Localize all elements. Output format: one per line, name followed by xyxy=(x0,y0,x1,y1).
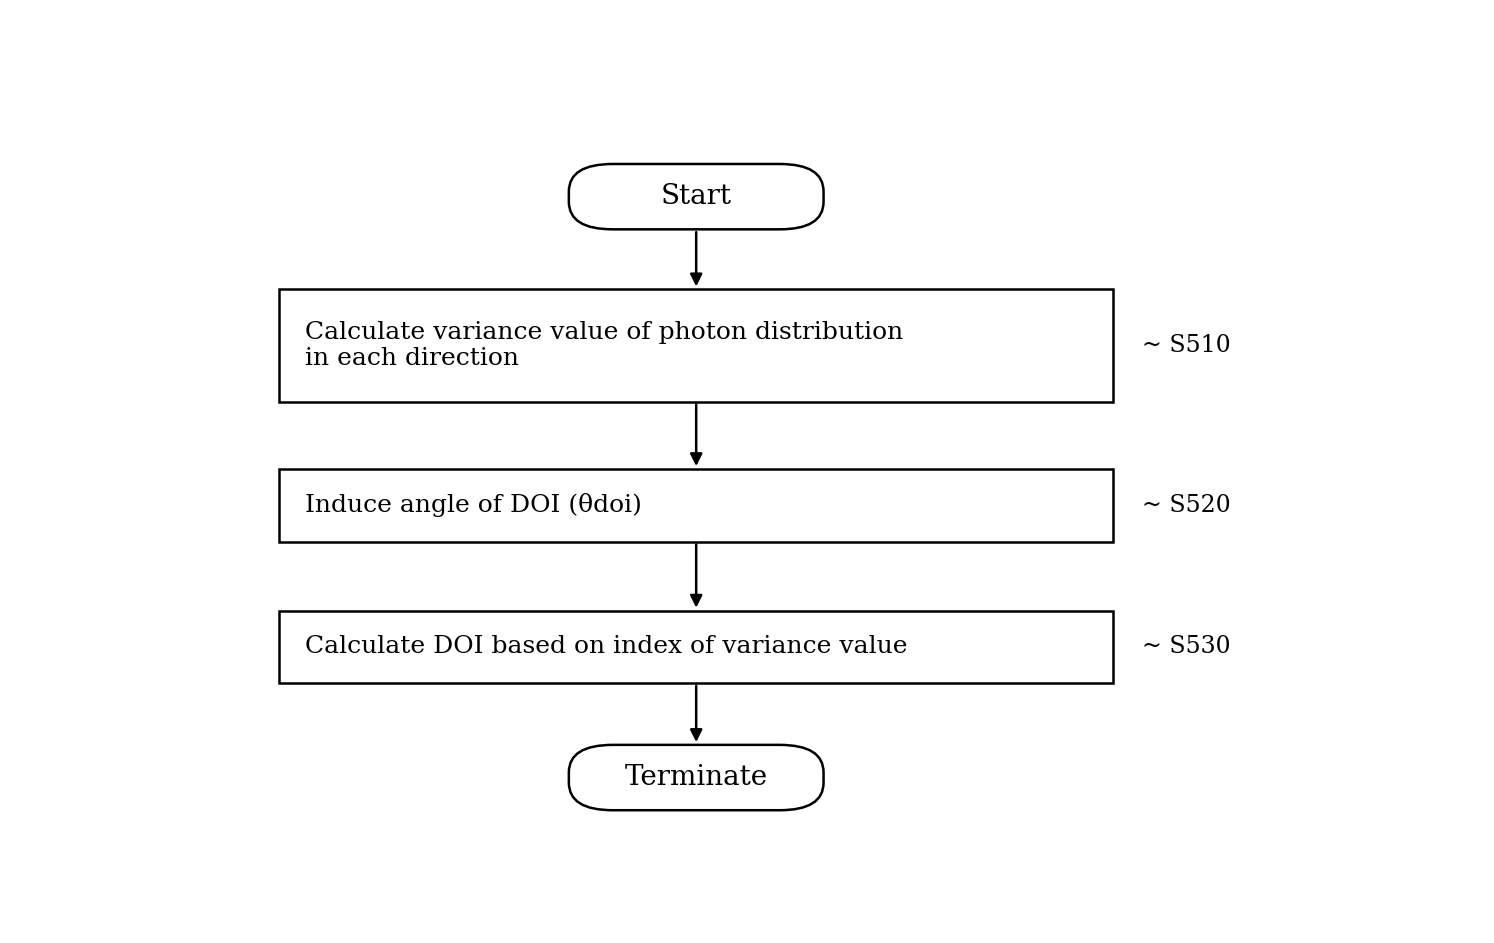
Text: ~ S520: ~ S520 xyxy=(1141,494,1231,517)
FancyBboxPatch shape xyxy=(279,610,1113,683)
Text: Calculate variance value of photon distribution
in each direction: Calculate variance value of photon distr… xyxy=(305,321,902,371)
Text: Terminate: Terminate xyxy=(624,764,768,791)
FancyBboxPatch shape xyxy=(569,745,823,810)
FancyBboxPatch shape xyxy=(279,290,1113,402)
Text: ~ S510: ~ S510 xyxy=(1141,334,1231,357)
FancyBboxPatch shape xyxy=(569,164,823,229)
Text: ~ S530: ~ S530 xyxy=(1141,636,1231,658)
FancyBboxPatch shape xyxy=(279,469,1113,541)
Text: Induce angle of DOI (θdoi): Induce angle of DOI (θdoi) xyxy=(305,493,642,518)
Text: Calculate DOI based on index of variance value: Calculate DOI based on index of variance… xyxy=(305,636,907,658)
Text: Start: Start xyxy=(660,183,732,210)
